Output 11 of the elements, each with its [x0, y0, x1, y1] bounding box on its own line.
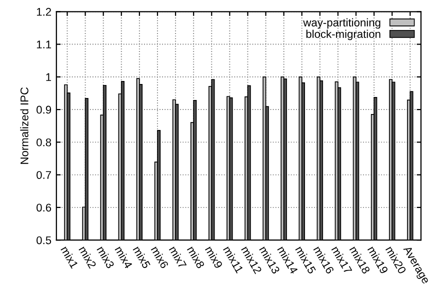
y-tick-label: 0.7	[36, 171, 51, 179]
y-tick-label: 0.9	[36, 106, 52, 114]
y-tick-label: 1.2	[36, 8, 51, 16]
y-axis-title: Normalized IPC	[20, 87, 28, 164]
y-tick-label: 1.1	[36, 40, 52, 48]
y-tick-label: 0.6	[36, 204, 52, 212]
y-tick-label: 0.5	[36, 236, 52, 244]
y-tick-label: 1	[46, 73, 52, 81]
legend-label: way-partitioning	[303, 18, 380, 29]
y-tick-label: 0.8	[36, 138, 52, 146]
legend-label: block-migration	[306, 30, 380, 40]
